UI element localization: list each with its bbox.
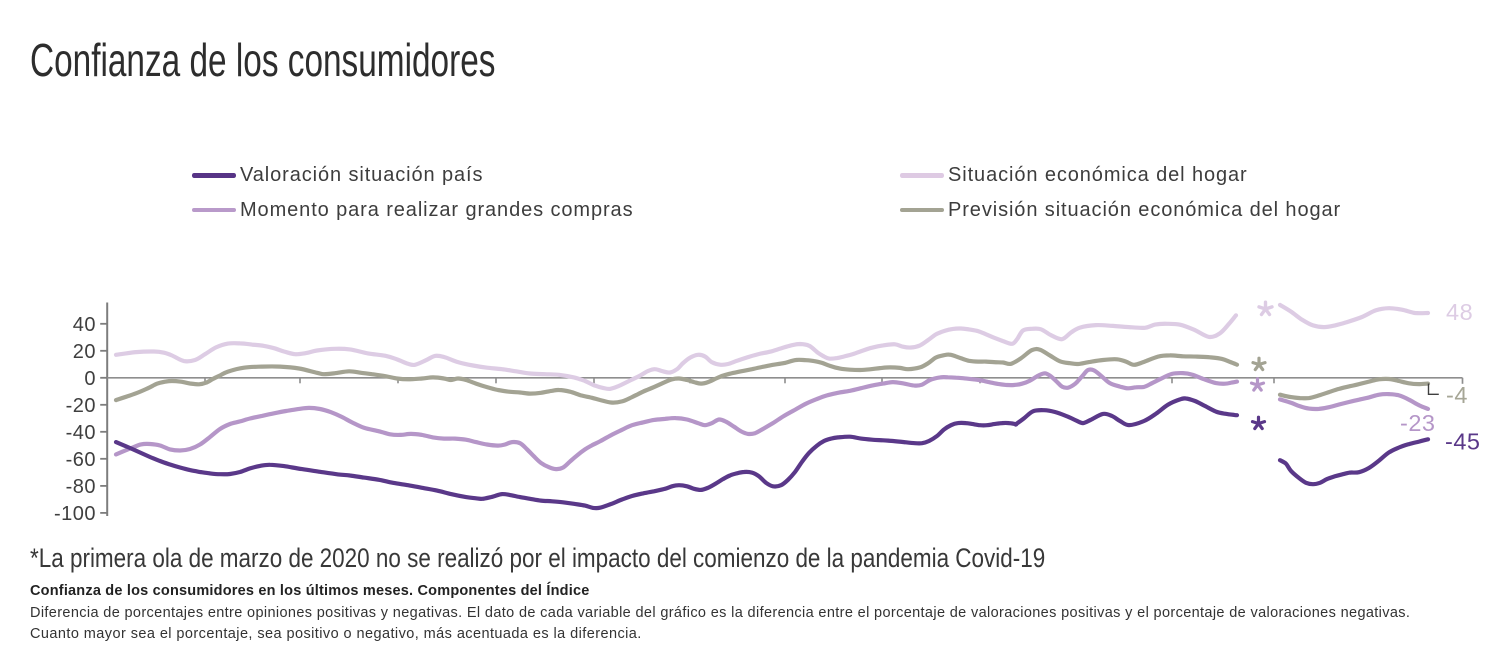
svg-text:0: 0: [84, 368, 96, 390]
svg-text:-80: -80: [66, 476, 96, 498]
svg-text:-23: -23: [1400, 410, 1435, 436]
svg-text:-45: -45: [1445, 429, 1480, 455]
svg-text:40: 40: [73, 314, 96, 336]
svg-text:48: 48: [1446, 299, 1473, 325]
svg-text:20: 20: [73, 341, 96, 363]
svg-text:-4: -4: [1446, 382, 1468, 408]
svg-text:-20: -20: [66, 395, 96, 417]
svg-text:-40: -40: [66, 422, 96, 444]
svg-text:-60: -60: [66, 449, 96, 471]
svg-text:-100: -100: [54, 503, 96, 525]
